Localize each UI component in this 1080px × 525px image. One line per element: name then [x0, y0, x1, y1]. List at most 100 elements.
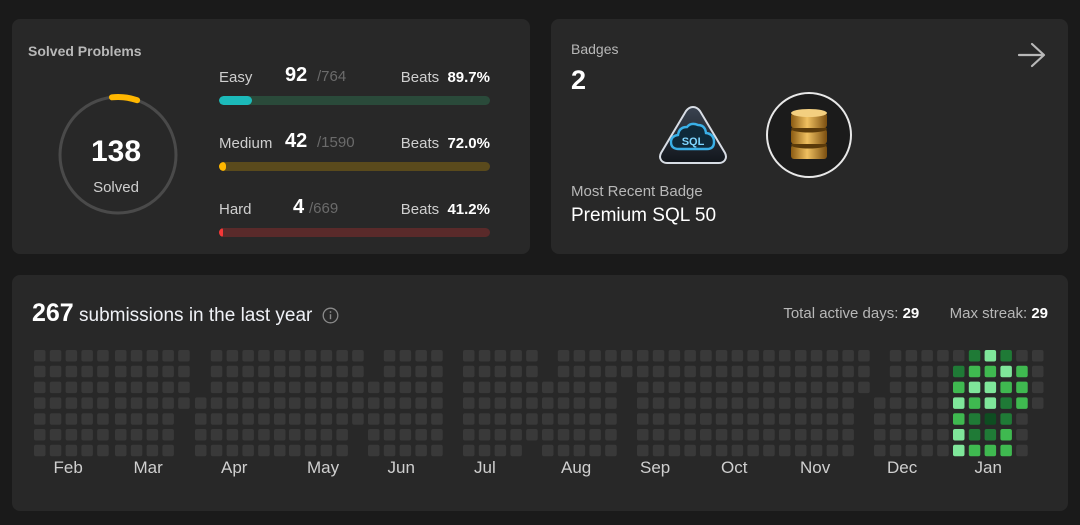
heatmap-cell[interactable] — [937, 444, 949, 457]
heatmap-cell[interactable] — [668, 365, 681, 378]
heatmap-cell[interactable] — [937, 381, 949, 394]
heatmap-cell[interactable] — [842, 413, 854, 425]
heatmap-cell[interactable] — [510, 350, 522, 362]
heatmap-cell[interactable] — [731, 397, 744, 409]
heatmap-cell[interactable] — [605, 429, 617, 441]
heatmap-cell[interactable] — [731, 350, 744, 362]
heatmap-cell[interactable] — [968, 444, 981, 457]
heatmap-cell[interactable] — [289, 397, 301, 409]
heatmap-cell[interactable] — [684, 381, 696, 394]
heatmap-cell[interactable] — [842, 350, 854, 362]
heatmap-cell[interactable] — [289, 350, 301, 362]
heatmap-cell[interactable] — [97, 429, 109, 441]
heatmap-cell[interactable] — [242, 365, 254, 378]
heatmap-cell[interactable] — [684, 350, 696, 362]
heatmap-cell[interactable] — [763, 397, 775, 409]
heatmap-cell[interactable] — [49, 444, 62, 457]
heatmap-cell[interactable] — [715, 350, 728, 362]
heatmap-cell[interactable] — [81, 381, 93, 394]
heatmap-cell[interactable] — [573, 365, 586, 378]
heatmap-cell[interactable] — [289, 381, 301, 394]
heatmap-cell[interactable] — [336, 365, 348, 378]
heatmap-cell[interactable] — [889, 444, 902, 457]
heatmap-cell[interactable] — [1032, 350, 1044, 362]
heatmap-cell[interactable] — [304, 397, 317, 409]
heatmap-cell[interactable] — [274, 444, 286, 457]
heatmap-cell[interactable] — [779, 429, 791, 441]
heatmap-cell[interactable] — [889, 429, 902, 441]
heatmap-cell[interactable] — [1032, 397, 1044, 409]
heatmap-cell[interactable] — [336, 429, 348, 441]
heatmap-cell[interactable] — [795, 444, 807, 457]
heatmap-cell[interactable] — [557, 397, 570, 409]
heatmap-cell[interactable] — [97, 365, 109, 378]
heatmap-cell[interactable] — [921, 350, 933, 362]
heatmap-cell[interactable] — [984, 381, 997, 394]
heatmap-cell[interactable] — [731, 365, 744, 378]
heatmap-cell[interactable] — [415, 413, 427, 425]
heatmap-cell[interactable] — [510, 444, 522, 457]
heatmap-cell[interactable] — [336, 444, 348, 457]
heatmap-cell[interactable] — [115, 365, 127, 378]
heatmap-cell[interactable] — [715, 397, 728, 409]
heatmap-cell[interactable] — [399, 429, 412, 441]
heatmap-cell[interactable] — [668, 444, 681, 457]
heatmap-cell[interactable] — [921, 381, 933, 394]
heatmap-cell[interactable] — [242, 381, 254, 394]
heatmap-cell[interactable] — [542, 444, 554, 457]
heatmap-cell[interactable] — [320, 429, 333, 441]
heatmap-cell[interactable] — [557, 444, 570, 457]
heatmap-cell[interactable] — [826, 444, 839, 457]
heatmap-cell[interactable] — [431, 397, 443, 409]
heatmap-cell[interactable] — [494, 365, 507, 378]
heatmap-cell[interactable] — [210, 381, 223, 394]
heatmap-cell[interactable] — [65, 444, 78, 457]
heatmap-cell[interactable] — [478, 413, 491, 425]
heatmap-cell[interactable] — [652, 429, 665, 441]
heatmap-cell[interactable] — [258, 444, 270, 457]
heatmap-cell[interactable] — [731, 429, 744, 441]
heatmap-cell[interactable] — [49, 413, 62, 425]
heatmap-cell[interactable] — [510, 397, 522, 409]
heatmap-cell[interactable] — [637, 413, 649, 425]
heatmap-cell[interactable] — [162, 413, 174, 425]
heatmap-cell[interactable] — [146, 381, 159, 394]
heatmap-cell[interactable] — [605, 365, 617, 378]
heatmap-cell[interactable] — [415, 397, 427, 409]
heatmap-cell[interactable] — [589, 444, 601, 457]
heatmap-cell[interactable] — [621, 350, 633, 362]
heatmap-cell[interactable] — [715, 444, 728, 457]
heatmap-cell[interactable] — [858, 365, 870, 378]
heatmap-cell[interactable] — [984, 413, 997, 425]
heatmap-cell[interactable] — [937, 397, 949, 409]
heatmap-cell[interactable] — [874, 429, 886, 441]
heatmap-cell[interactable] — [573, 381, 586, 394]
heatmap-cell[interactable] — [494, 397, 507, 409]
heatmap-cell[interactable] — [320, 444, 333, 457]
heatmap-cell[interactable] — [130, 365, 143, 378]
heatmap-cell[interactable] — [747, 365, 759, 378]
heatmap-cell[interactable] — [874, 397, 886, 409]
heatmap-cell[interactable] — [715, 413, 728, 425]
heatmap-cell[interactable] — [383, 413, 396, 425]
heatmap-cell[interactable] — [731, 381, 744, 394]
heatmap-cell[interactable] — [65, 429, 78, 441]
heatmap-cell[interactable] — [478, 365, 491, 378]
heatmap-cell[interactable] — [526, 429, 538, 441]
heatmap-cell[interactable] — [478, 381, 491, 394]
heatmap-cell[interactable] — [431, 381, 443, 394]
heatmap-cell[interactable] — [34, 397, 46, 409]
heatmap-cell[interactable] — [668, 350, 681, 362]
heatmap-cell[interactable] — [858, 381, 870, 394]
heatmap-cell[interactable] — [320, 413, 333, 425]
heatmap-cell[interactable] — [97, 413, 109, 425]
heatmap-cell[interactable] — [953, 365, 965, 378]
heatmap-cell[interactable] — [320, 381, 333, 394]
heatmap-cell[interactable] — [921, 365, 933, 378]
heatmap-cell[interactable] — [368, 413, 380, 425]
heatmap-cell[interactable] — [652, 350, 665, 362]
heatmap-cell[interactable] — [968, 365, 981, 378]
heatmap-cell[interactable] — [242, 413, 254, 425]
heatmap-cell[interactable] — [842, 397, 854, 409]
heatmap-cell[interactable] — [494, 413, 507, 425]
